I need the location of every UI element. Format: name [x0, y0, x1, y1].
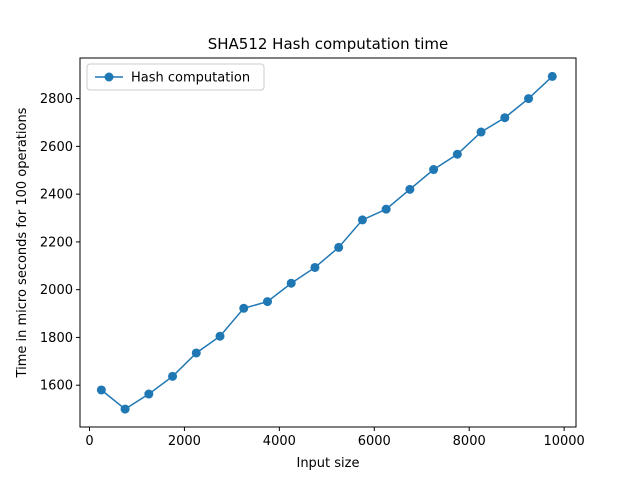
legend: Hash computation	[86, 63, 265, 91]
data-point	[334, 242, 344, 252]
x-tick-label: 8000	[453, 434, 486, 449]
series-line	[100, 75, 553, 411]
data-point	[500, 113, 510, 123]
data-point	[405, 184, 415, 194]
y-tick-label: 1800	[40, 331, 73, 346]
data-point	[215, 331, 225, 341]
x-axis-label: Input size	[296, 456, 359, 471]
data-point	[381, 204, 391, 214]
data-point	[429, 165, 439, 175]
data-point	[96, 385, 106, 395]
legend-label: Hash computation	[131, 71, 250, 86]
data-point	[262, 297, 272, 307]
y-tick-label: 2400	[40, 188, 73, 203]
x-tick-label: 10000	[543, 434, 584, 449]
y-tick-label: 2000	[40, 283, 73, 298]
x-tick-label: 0	[85, 434, 93, 449]
y-axis-label: Time in micro seconds for 100 operations	[15, 107, 30, 378]
series-layer	[96, 71, 557, 414]
y-tick-label: 2600	[40, 140, 73, 155]
data-point	[120, 404, 130, 414]
y-tick-label: 1600	[40, 379, 73, 394]
legend-marker	[104, 72, 114, 82]
data-point	[168, 371, 178, 381]
data-point	[286, 278, 296, 288]
chart-title: SHA512 Hash computation time	[208, 35, 449, 53]
plot-frame	[79, 57, 577, 428]
data-point	[191, 348, 201, 358]
data-point	[239, 303, 249, 313]
data-point	[547, 71, 557, 81]
data-point	[524, 94, 534, 104]
data-point	[144, 389, 154, 399]
data-point	[357, 215, 367, 225]
data-point	[476, 127, 486, 137]
x-tick-label: 2000	[168, 434, 201, 449]
axis-ticks: 0 2000 4000 6000 8000 10000 1600 1800 2000 2200 24…	[40, 92, 585, 449]
y-tick-label: 2200	[40, 235, 73, 250]
data-point	[310, 262, 320, 272]
legend-box	[86, 63, 265, 91]
data-point	[452, 149, 462, 159]
x-tick-label: 6000	[358, 434, 391, 449]
x-tick-label: 4000	[263, 434, 296, 449]
y-tick-label: 2800	[40, 92, 73, 107]
